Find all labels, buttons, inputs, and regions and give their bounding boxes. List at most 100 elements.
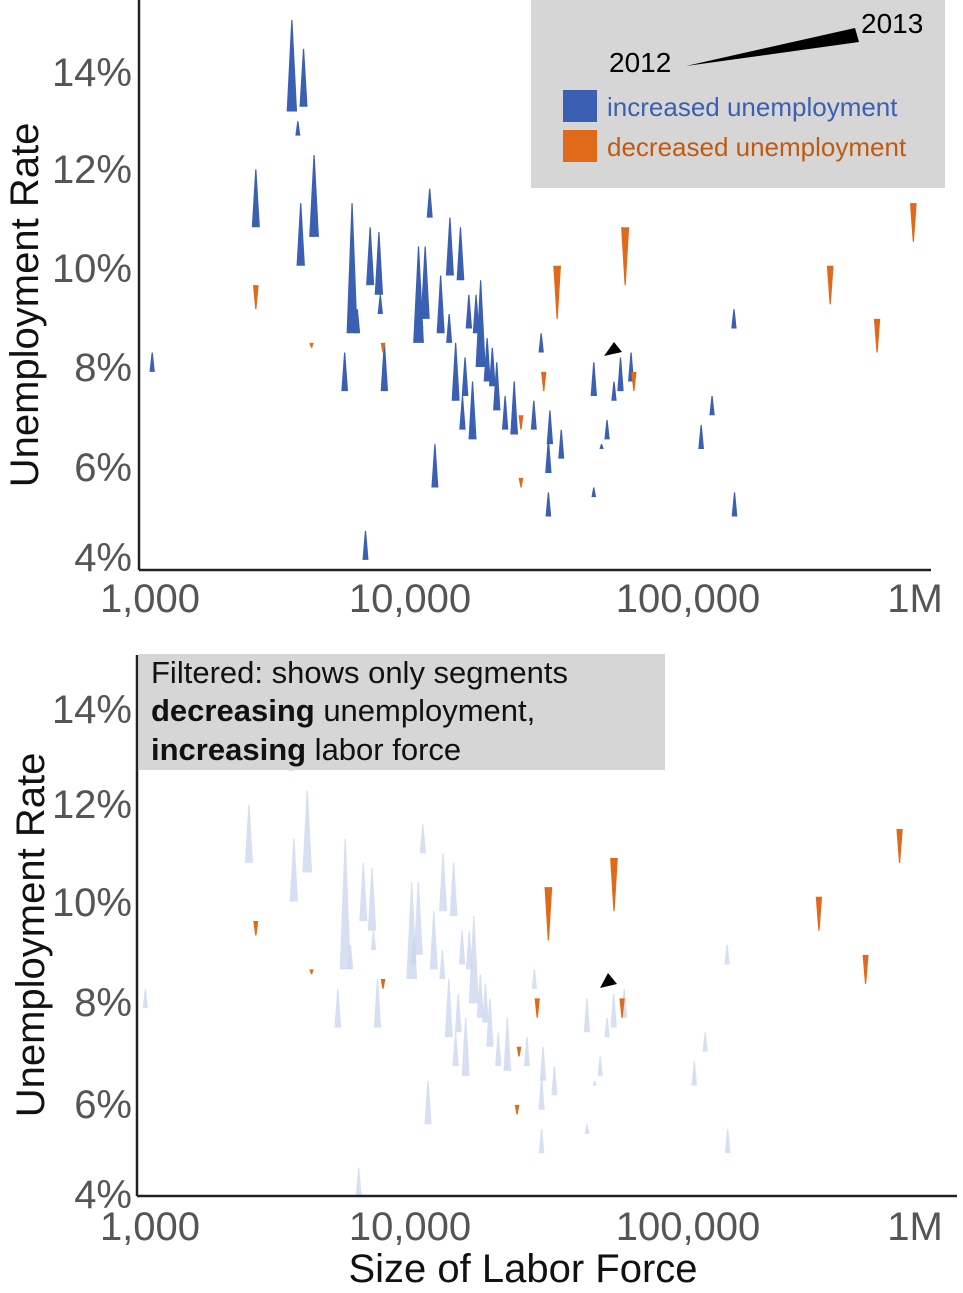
y-tick-label: 10% [52,881,132,925]
legend-year-wedge [686,28,859,66]
filtered-out-segment [461,1017,470,1076]
bottom-chart-marks [142,654,903,1197]
y-tick-label: 12% [52,148,132,192]
legend: 2012 2013 increased unemployment decreas… [531,0,945,188]
filtered-out-segment [523,1037,530,1067]
increased-unemployment-segment [483,338,491,382]
increased-unemployment-segment [558,429,565,459]
top-y-ticks: 4% 6% 8% 10% 12% 14% [52,51,132,580]
filtered-decreased-segment [514,1104,520,1115]
increased-unemployment-segment [431,444,439,488]
top-chart-panel: 4% 6% 8% 10% 12% 14% 1,000 10,000 100,00… [3,0,945,621]
bottom-y-ticks: 4% 6% 8% 10% 12% 14% [52,688,132,1217]
x-tick-label: 100,000 [616,577,761,621]
bottom-chart-panel: 4% 6% 8% 10% 12% 14% 1,000 10,000 100,00… [9,654,957,1291]
y-tick-label: 14% [52,51,132,95]
filtered-out-segment [702,1032,708,1052]
increased-unemployment-segment [590,362,597,396]
filtered-decreased-segment [610,858,618,912]
increased-unemployment-segment [286,19,298,112]
increased-unemployment-segment [451,342,460,401]
filtered-out-segment [452,1032,459,1067]
filter-annotation: Filtered: shows only segments decreasing… [139,654,665,770]
filtered-out-segment [142,988,149,1009]
increased-unemployment-segment [488,347,496,387]
increased-unemployment-segment [599,444,604,449]
increased-unemployment-segment [362,530,369,560]
filtered-decreased-segment [534,998,540,1018]
filtered-out-segment [355,1167,362,1197]
filtered-decreased-segment [309,969,314,975]
y-tick-label: 10% [52,247,132,291]
filtered-out-segment [424,1080,432,1125]
y-tick-label: 4% [74,536,132,580]
filtered-out-segment [454,993,462,1033]
increased-unemployment-segment [341,352,349,392]
filtered-out-segment [539,1046,547,1081]
decreased-unemployment-segment [621,227,630,286]
decreased-unemployment-segment [541,371,547,392]
increased-unemployment-segment [417,304,424,329]
top-chart-marks [149,19,917,560]
increased-unemployment-segment [501,395,509,430]
filtered-out-segment [583,998,591,1033]
filtered-out-segment [468,916,479,1004]
filtered-decreased-segment [896,829,903,863]
filter-line-3: increasing labor force [151,732,461,767]
decreased-unemployment-segment [631,371,637,392]
filtered-out-segment [458,930,466,965]
legend-swatch-increased [563,90,597,122]
decreased-unemployment-segment [873,318,881,353]
filtered-decreased-segment [619,998,625,1018]
y-tick-label: 6% [74,1083,132,1127]
top-x-ticks: 1,000 10,000 100,000 1M [100,577,943,621]
increased-unemployment-segment [299,48,308,107]
y-tick-label: 12% [52,783,132,827]
increased-unemployment-segment [461,357,469,396]
legend-background [531,0,945,188]
filtered-out-segment [244,804,253,863]
x-tick-label: 1,000 [100,1205,200,1249]
increased-unemployment-segment [445,217,454,276]
increased-unemployment-segment [456,227,465,281]
increased-unemployment-segment [604,420,610,440]
increased-unemployment-segment [545,492,552,517]
increased-unemployment-segment [296,203,305,266]
increased-unemployment-segment [472,294,480,334]
filtered-out-segment [531,969,538,989]
top-y-axis-label: Unemployment Rate [3,123,47,488]
filtered-out-segment [538,1129,545,1154]
filtered-out-segment [419,824,426,854]
filtered-decreased-segment [544,887,553,941]
filter-annotation-background [139,654,665,770]
increased-unemployment-segment [251,169,260,228]
filtered-out-segment [359,862,368,921]
filtered-out-segment [444,979,453,1038]
filtered-out-segment [413,882,423,955]
bottom-y-axis-label: Unemployment Rate [9,753,53,1118]
increased-unemployment-segment [295,121,301,136]
filtered-out-segment [289,838,299,902]
increased-unemployment-segment [617,357,624,392]
filter-decreasing-word: decreasing [151,693,315,728]
filtered-out-segment [339,838,351,970]
filter-line-2-rest: unemployment, [315,693,536,728]
x-tick-label: 10,000 [349,577,471,621]
filtered-out-segment [538,1075,545,1110]
filtered-out-segment [597,1056,603,1076]
increased-unemployment-segment [366,227,375,286]
legend-year-end: 2013 [861,8,923,39]
filtered-out-segment [449,862,458,917]
decreased-unemployment-segment [309,342,314,348]
filtered-out-segment [439,950,446,980]
increased-unemployment-segment [731,492,738,517]
increased-unemployment-segment [436,275,445,334]
increased-unemployment-segment [546,410,554,445]
filtered-out-segment [691,1061,698,1086]
x-tick-label: 100,000 [616,1205,761,1249]
x-tick-label: 1,000 [100,577,200,621]
increased-unemployment-segment [731,309,737,329]
filtered-out-segment [584,1124,590,1134]
y-tick-label: 4% [74,1173,132,1217]
